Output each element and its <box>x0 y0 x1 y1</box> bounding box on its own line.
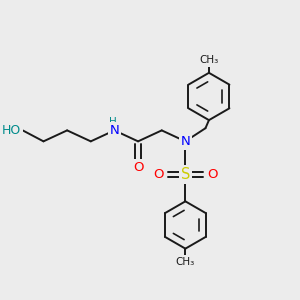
Text: O: O <box>207 168 218 181</box>
Text: S: S <box>181 167 190 182</box>
Text: N: N <box>110 124 119 137</box>
Text: O: O <box>153 168 164 181</box>
Text: CH₃: CH₃ <box>199 55 219 65</box>
Text: O: O <box>133 161 143 174</box>
Text: N: N <box>181 135 190 148</box>
Text: H: H <box>109 117 117 127</box>
Text: CH₃: CH₃ <box>176 256 195 267</box>
Text: H
N: H N <box>110 120 118 141</box>
Text: HO: HO <box>2 124 21 137</box>
